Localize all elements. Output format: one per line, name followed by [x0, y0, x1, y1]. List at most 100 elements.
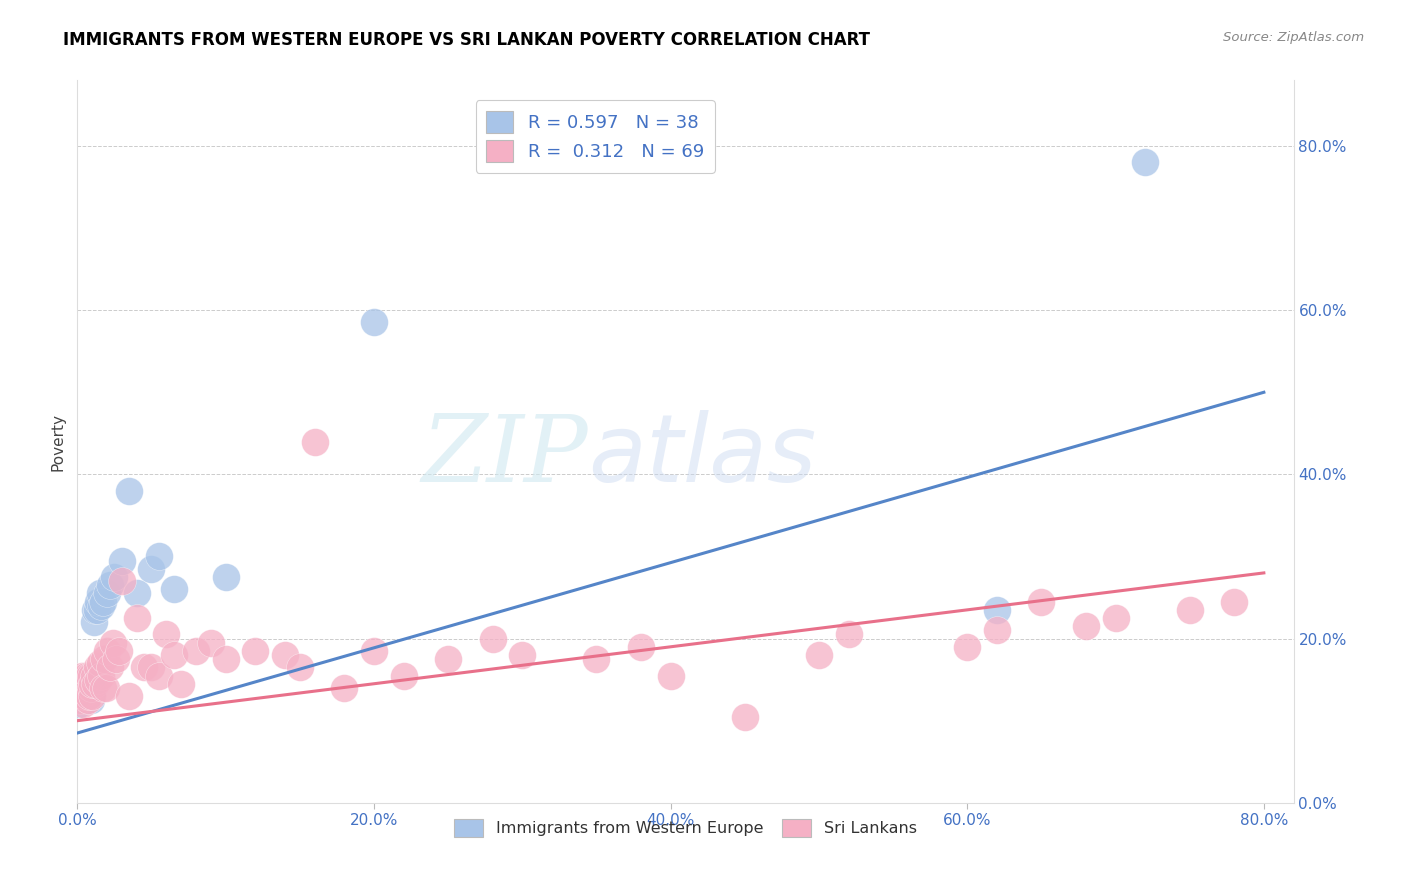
- Point: [245, 644, 267, 658]
- Point: [184, 644, 207, 658]
- Point: [288, 660, 311, 674]
- Point: [96, 644, 118, 658]
- Point: [274, 648, 297, 662]
- Point: [1074, 619, 1097, 633]
- Point: [101, 636, 124, 650]
- Point: [807, 648, 830, 662]
- Point: [91, 594, 114, 608]
- Point: [77, 689, 100, 703]
- Point: [986, 603, 1008, 617]
- Point: [87, 594, 110, 608]
- Legend: Immigrants from Western Europe, Sri Lankans: Immigrants from Western Europe, Sri Lank…: [446, 811, 925, 846]
- Point: [510, 648, 533, 662]
- Point: [96, 586, 118, 600]
- Y-axis label: Poverty: Poverty: [51, 412, 66, 471]
- Point: [104, 652, 127, 666]
- Point: [125, 611, 148, 625]
- Point: [72, 685, 94, 699]
- Point: [1031, 594, 1053, 608]
- Point: [132, 660, 155, 674]
- Point: [69, 689, 91, 703]
- Point: [333, 681, 356, 695]
- Point: [838, 627, 860, 641]
- Point: [481, 632, 503, 646]
- Point: [108, 644, 131, 658]
- Point: [77, 668, 100, 682]
- Point: [83, 668, 105, 682]
- Point: [141, 562, 163, 576]
- Point: [83, 615, 105, 630]
- Point: [72, 677, 94, 691]
- Point: [72, 698, 94, 712]
- Point: [148, 549, 170, 564]
- Point: [70, 681, 93, 695]
- Point: [75, 693, 97, 707]
- Point: [94, 681, 117, 695]
- Point: [90, 599, 112, 613]
- Point: [91, 681, 114, 695]
- Point: [76, 693, 98, 707]
- Point: [86, 660, 108, 674]
- Point: [90, 668, 112, 682]
- Point: [170, 677, 193, 691]
- Point: [214, 570, 236, 584]
- Point: [79, 668, 101, 682]
- Point: [82, 677, 104, 691]
- Point: [437, 652, 460, 666]
- Point: [163, 648, 186, 662]
- Point: [141, 660, 163, 674]
- Point: [75, 685, 97, 699]
- Point: [1223, 594, 1246, 608]
- Point: [69, 681, 91, 695]
- Point: [956, 640, 979, 654]
- Point: [118, 483, 141, 498]
- Point: [93, 652, 115, 666]
- Point: [73, 689, 96, 703]
- Text: Source: ZipAtlas.com: Source: ZipAtlas.com: [1223, 31, 1364, 45]
- Point: [82, 668, 104, 682]
- Point: [1104, 611, 1126, 625]
- Point: [86, 603, 108, 617]
- Point: [214, 652, 236, 666]
- Point: [67, 698, 90, 712]
- Point: [111, 574, 134, 588]
- Text: IMMIGRANTS FROM WESTERN EUROPE VS SRI LANKAN POVERTY CORRELATION CHART: IMMIGRANTS FROM WESTERN EUROPE VS SRI LA…: [63, 31, 870, 49]
- Text: atlas: atlas: [588, 410, 817, 501]
- Point: [79, 693, 101, 707]
- Point: [98, 578, 121, 592]
- Point: [67, 689, 90, 703]
- Point: [363, 644, 385, 658]
- Point: [82, 685, 104, 699]
- Point: [70, 685, 93, 699]
- Point: [1178, 603, 1201, 617]
- Point: [200, 636, 222, 650]
- Point: [111, 553, 134, 567]
- Point: [70, 693, 93, 707]
- Point: [82, 689, 104, 703]
- Point: [75, 668, 97, 682]
- Point: [363, 316, 385, 330]
- Point: [73, 681, 96, 695]
- Point: [79, 681, 101, 695]
- Point: [89, 657, 111, 671]
- Point: [98, 660, 121, 674]
- Point: [163, 582, 186, 597]
- Point: [75, 673, 97, 687]
- Point: [76, 685, 98, 699]
- Point: [585, 652, 607, 666]
- Point: [734, 709, 756, 723]
- Point: [125, 586, 148, 600]
- Point: [72, 677, 94, 691]
- Point: [84, 677, 107, 691]
- Point: [89, 586, 111, 600]
- Point: [69, 693, 91, 707]
- Point: [118, 689, 141, 703]
- Point: [76, 677, 98, 691]
- Point: [986, 624, 1008, 638]
- Point: [148, 668, 170, 682]
- Point: [659, 668, 682, 682]
- Point: [87, 673, 110, 687]
- Point: [84, 603, 107, 617]
- Point: [67, 681, 90, 695]
- Point: [103, 570, 125, 584]
